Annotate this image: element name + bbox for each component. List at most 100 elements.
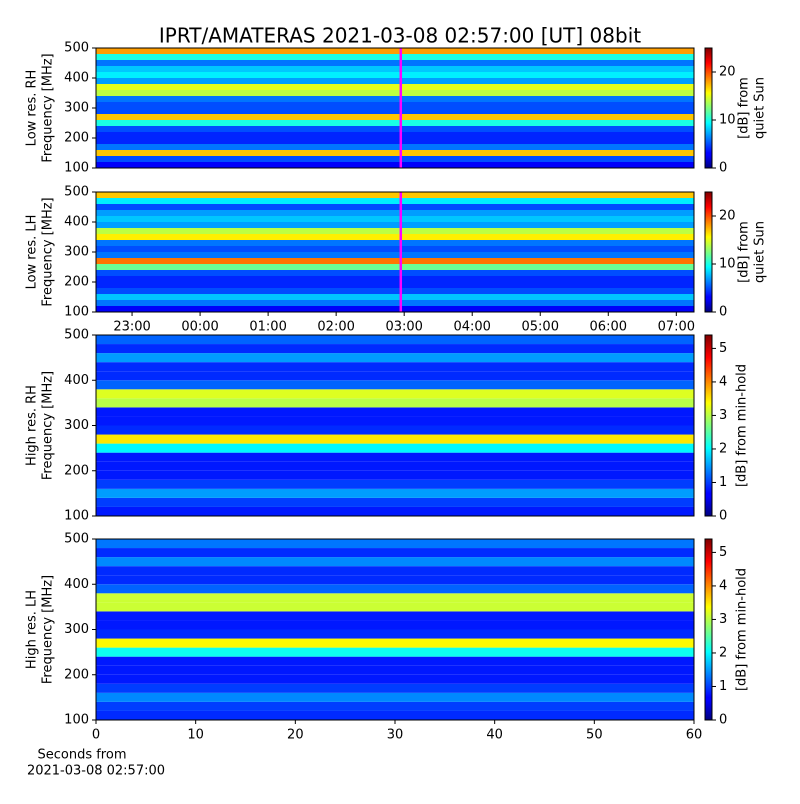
colorbar-label: [dB] from [737,77,752,139]
heat-cell [96,539,694,549]
heat-cell [96,557,694,567]
heat-cell [96,48,694,54]
heat-cell [96,602,694,612]
x-tick-label: 03:00 [385,320,422,335]
y-tick-label: 300 [64,622,89,637]
heat-cell [96,479,694,489]
heat-cell [96,575,694,585]
heat-cell [96,398,694,408]
x-tick-label: 60 [686,728,703,743]
heat-cell [96,620,694,630]
y-tick-label: 500 [64,532,89,547]
colorbar-tick-label: 2 [719,645,727,660]
colorbar [704,334,713,517]
heat-cell [96,497,694,507]
heat-cell [96,150,694,156]
y-tick-label: 200 [64,463,89,478]
heat-cell [96,593,694,603]
y-tick-label: 200 [64,131,89,146]
heat-cell [96,144,694,150]
y-tick-label: 100 [64,509,89,524]
colorbar-tick-label: 10 [719,257,736,272]
y-tick-label: 200 [64,275,89,290]
heat-cell [96,246,694,252]
heat-cell [96,470,694,480]
y-axis-label: High res. RH [25,385,40,466]
x-tick-label: 01:00 [249,320,286,335]
y-tick-label: 500 [64,41,89,56]
colorbar-tick-label: 5 [719,545,727,560]
heat-cell [96,701,694,711]
heat-cell [96,54,694,60]
colorbar-tick-label: 0 [719,161,727,176]
heat-cell [96,60,694,66]
y-tick-label: 400 [64,71,89,86]
y-tick-label: 500 [64,185,89,200]
colorbar-label: [dB] from [737,221,752,283]
heat-cell [96,270,694,276]
y-tick-label: 200 [64,667,89,682]
y-axis-label: Low res. RH [25,70,40,147]
heat-cell [96,389,694,399]
heat-cell [96,210,694,216]
heat-cell [96,584,694,594]
x-tick-label: 30 [387,728,404,743]
heat-cell [96,252,694,258]
y-axis-label: Frequency [MHz] [41,53,56,162]
heat-cell [96,192,694,198]
y-tick-label: 500 [64,328,89,343]
heat-cell [96,84,694,90]
y-tick-label: 100 [64,305,89,320]
colorbar-label: [dB] from min-hold [735,364,750,487]
heat-cell [96,710,694,720]
colorbar-tick-label: 20 [719,65,736,80]
colorbar-tick-label: 0 [719,713,727,728]
x-tick-label: 50 [586,728,603,743]
heat-cell [96,162,694,168]
x-tick-label: 23:00 [113,320,150,335]
x-tick-label: 10 [187,728,204,743]
y-axis-label: Frequency [MHz] [41,575,56,684]
y-axis-label: Low res. LH [25,215,40,290]
heat-cell [96,222,694,228]
heat-cell [96,276,694,282]
y-tick-label: 300 [64,101,89,116]
heat-cell [96,488,694,498]
heat-cell [96,78,694,84]
heat-cell [96,434,694,444]
heat-cell [96,674,694,684]
y-tick-label: 400 [64,577,89,592]
heat-cell [96,96,694,102]
x-tick-label: 05:00 [522,320,559,335]
colorbar-tick-label: 0 [719,305,727,320]
heat-cell [96,656,694,666]
heat-cell [96,204,694,210]
heat-cell [96,362,694,372]
y-tick-label: 400 [64,215,89,230]
x-axis-label: 2021-03-08 02:57:00 [27,764,165,779]
chart-title: IPRT/AMATERAS 2021-03-08 02:57:00 [UT] 0… [159,24,641,48]
heat-cell [96,234,694,240]
heat-cell [96,66,694,72]
heat-cell [96,548,694,558]
heat-cell [96,629,694,639]
heat-cell [96,344,694,354]
heat-cell [96,306,694,312]
colorbar-label: quiet Sun [753,77,768,139]
heat-cell [96,294,694,300]
x-tick-label: 20 [287,728,304,743]
colorbar [704,47,713,169]
heat-cell [96,282,694,288]
heat-cell [96,120,694,126]
colorbar-tick-label: 3 [719,408,727,423]
x-tick-label: 0 [92,728,100,743]
y-tick-label: 100 [64,713,89,728]
heat-cell [96,216,694,222]
heat-cell [96,264,694,270]
heat-cell [96,288,694,294]
colorbar-tick-label: 1 [719,679,727,694]
heat-cell [96,228,694,234]
heat-cell [96,72,694,78]
y-axis-label: Frequency [MHz] [41,197,56,306]
